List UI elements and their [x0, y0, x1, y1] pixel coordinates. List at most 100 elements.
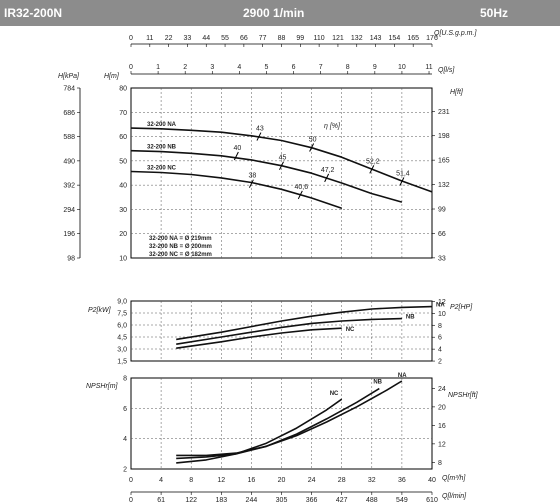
tick-m3h: 20: [278, 477, 286, 484]
tick-power-hp: 6: [438, 335, 442, 342]
tick-ls: 5: [265, 64, 269, 71]
tick-ls: 9: [373, 64, 377, 71]
tick-head-m: 30: [119, 207, 127, 214]
tick-lmin: 0: [129, 497, 133, 504]
chart-header: IR32-200N 2900 1/min 50Hz: [0, 0, 560, 26]
tick-head-ft: 99: [438, 207, 446, 214]
tick-head-ft: 165: [438, 158, 450, 165]
tick-m3h: 40: [428, 477, 436, 484]
tick-head-m: 60: [119, 134, 127, 141]
tick-head-kpa: 196: [63, 231, 75, 238]
tick-npsh-m: 6: [123, 406, 127, 413]
tick-power-kw: 3,0: [117, 347, 127, 354]
tick-lmin: 183: [215, 497, 227, 504]
power-curve-nc: [176, 327, 342, 349]
tick-lmin: 610: [426, 497, 438, 504]
efficiency-label: 40,6: [295, 184, 309, 191]
eta-label: η [%]: [324, 123, 341, 130]
tick-power-hp: 2: [438, 359, 442, 366]
tick-head-kpa: 392: [63, 183, 75, 190]
tick-usgpm: 0: [129, 35, 133, 42]
tick-head-kpa: 784: [63, 86, 75, 93]
axis-label-hp: P2[HP]: [450, 304, 473, 311]
efficiency-label: 52,2: [366, 158, 380, 165]
tick-usgpm: 77: [259, 35, 267, 42]
diameter-legend-entry: 32-200 NC = Ø 182mm: [149, 252, 212, 258]
axis-label-m: H[m]: [104, 73, 120, 80]
axis-label-npsh-m: NPSHr[m]: [86, 383, 119, 390]
tick-usgpm: 110: [314, 35, 325, 42]
tick-head-kpa: 588: [63, 134, 75, 141]
tick-usgpm: 22: [165, 35, 173, 42]
tick-head-ft: 231: [438, 109, 450, 116]
axis-label-m3h: Q[m³/h]: [442, 475, 466, 482]
axis-label-ls: Q[l/s]: [438, 67, 455, 74]
tick-ls: 2: [183, 64, 187, 71]
tick-usgpm: 88: [278, 35, 286, 42]
tick-head-kpa: 294: [63, 207, 75, 214]
efficiency-tick: [233, 151, 239, 161]
tick-m3h: 12: [217, 477, 225, 484]
tick-lmin: 122: [185, 497, 197, 504]
tick-head-kpa: 98: [67, 256, 75, 263]
head-curve-1: [130, 127, 433, 193]
tick-m3h: 16: [248, 477, 256, 484]
efficiency-tick: [399, 177, 405, 186]
tick-head-m: 40: [119, 183, 127, 190]
head-series-label: 32-200 NB: [147, 145, 177, 151]
tick-usgpm: 44: [202, 35, 210, 42]
efficiency-label: 38: [249, 173, 257, 180]
tick-lmin: 366: [306, 497, 318, 504]
tick-m3h: 32: [368, 477, 376, 484]
tick-head-m: 50: [119, 158, 127, 165]
tick-m3h: 4: [159, 477, 163, 484]
tick-power-kw: 7,5: [117, 311, 127, 318]
tick-npsh-ft: 20: [438, 404, 446, 411]
tick-npsh-ft: 8: [438, 460, 442, 467]
npsh-curve-na: [176, 380, 403, 457]
diameter-legend-entry: 32-200 NA = Ø 219mm: [149, 236, 212, 242]
head-curve-3: [130, 170, 342, 209]
tick-m3h: 36: [398, 477, 406, 484]
tick-lmin: 244: [246, 497, 258, 504]
axis-label-usgpm: Q[U.S.g.p.m.]: [434, 30, 477, 37]
efficiency-label: 43: [256, 126, 264, 133]
tick-power-hp: 10: [438, 311, 446, 318]
efficiency-tick: [309, 143, 315, 152]
tick-ls: 10: [398, 64, 406, 71]
npsh-curve-nb-label: NB: [373, 380, 382, 386]
tick-usgpm: 99: [296, 35, 304, 42]
axis-label-kpa: H[kPa]: [58, 73, 80, 80]
efficiency-label: 50: [309, 137, 317, 144]
speed-label: 2900 1/min: [243, 6, 305, 20]
npsh-curve-nc-label: NC: [330, 391, 339, 397]
tick-ls: 6: [292, 64, 296, 71]
tick-npsh-ft: 12: [438, 441, 446, 448]
efficiency-label: 40: [233, 145, 241, 152]
axis-label-ft: H[ft]: [450, 89, 464, 96]
efficiency-label: 51,4: [396, 171, 410, 178]
power-curve-na-label: NA: [436, 303, 445, 309]
model-title: IR32-200N: [4, 6, 63, 20]
tick-m3h: 28: [338, 477, 346, 484]
tick-head-m: 10: [119, 256, 127, 263]
tick-head-ft: 132: [438, 182, 450, 189]
tick-npsh-m: 8: [123, 376, 127, 383]
tick-npsh-ft: 16: [438, 423, 446, 430]
tick-lmin: 549: [396, 497, 408, 504]
power-curve-nc-label: NC: [346, 327, 355, 333]
tick-lmin: 427: [336, 497, 348, 504]
tick-usgpm: 33: [184, 35, 192, 42]
tick-ls: 11: [425, 64, 432, 71]
tick-m3h: 0: [129, 477, 133, 484]
diameter-legend-entry: 32-200 NB = Ø 200mm: [149, 244, 212, 250]
efficiency-tick: [279, 161, 284, 170]
head-series-label: 32-200 NC: [147, 166, 177, 172]
power-curve-na: [176, 305, 433, 341]
efficiency-tick: [324, 173, 330, 183]
efficiency-label: 45: [279, 155, 287, 162]
axis-label-kw: P2[kW]: [88, 307, 112, 314]
efficiency-tick: [256, 132, 262, 141]
tick-lmin: 305: [276, 497, 288, 504]
npsh-curve-nb: [176, 387, 380, 460]
